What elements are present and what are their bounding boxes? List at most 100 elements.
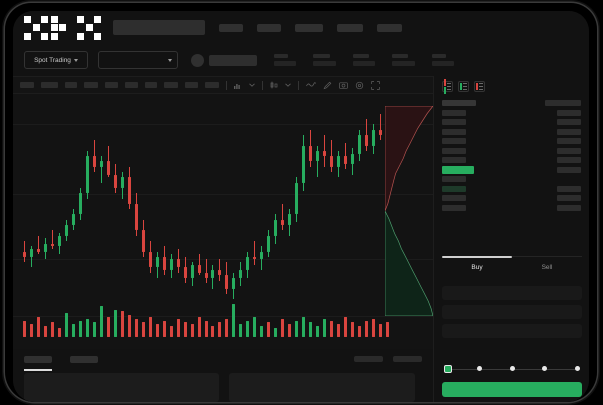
orders-tab-0[interactable] [24, 355, 52, 371]
slider-handle[interactable] [444, 364, 452, 373]
nav-item-0[interactable] [219, 23, 243, 32]
indicators-icon[interactable] [234, 82, 242, 89]
orderbook-bid-row[interactable] [442, 204, 581, 211]
orderbook-ask-row[interactable] [442, 138, 581, 144]
market-stat-value [313, 61, 336, 66]
pencil-icon[interactable] [323, 81, 332, 90]
market-stats [257, 54, 454, 66]
wave-icon[interactable] [306, 82, 316, 88]
nav-item-3[interactable] [337, 23, 363, 32]
camera-icon[interactable] [339, 81, 348, 89]
volume-bar [85, 318, 89, 337]
orderbook-ask-row[interactable] [442, 119, 581, 125]
order-field-1[interactable] [442, 305, 582, 319]
trading-mode-select[interactable]: Spot Trading [24, 51, 88, 69]
price-chart[interactable] [13, 94, 433, 349]
orders-tab-1[interactable] [70, 355, 98, 363]
orderbook-cell-left [442, 147, 466, 154]
timeframe-9[interactable] [205, 82, 219, 88]
order-field-0[interactable] [442, 286, 582, 300]
chevron-down-icon[interactable] [285, 83, 291, 87]
toolbar-divider [298, 80, 299, 90]
volume-bar [351, 322, 355, 337]
nav-item-4[interactable] [377, 23, 402, 32]
search-input[interactable] [113, 20, 205, 35]
amount-percentage-slider[interactable] [444, 364, 580, 374]
slider-node-100[interactable] [574, 366, 580, 371]
orders-subpanel-0 [24, 373, 219, 402]
volume-bar [372, 318, 376, 337]
volume-bar [309, 322, 313, 337]
timeframe-8[interactable] [185, 82, 198, 88]
orderbook-cell-right [545, 100, 581, 106]
volume-bar [176, 318, 180, 337]
market-stat-label [353, 54, 369, 59]
timeframe-2[interactable] [65, 82, 77, 88]
timeframe-5[interactable] [125, 82, 138, 88]
volume-bar [253, 316, 257, 337]
orderbook-ask-row[interactable] [442, 128, 581, 135]
fullscreen-icon[interactable] [371, 80, 380, 90]
orderbook-ask-row[interactable] [442, 109, 581, 116]
tablet-screen: Spot Trading [13, 11, 589, 402]
timeframe-3[interactable] [84, 82, 98, 88]
volume-bar [379, 324, 383, 337]
orderbook-bid-row[interactable] [442, 176, 581, 182]
orderbook-ask-row[interactable] [442, 157, 581, 163]
gear-icon[interactable] [355, 81, 364, 90]
orderbook-bids-icon[interactable] [458, 80, 469, 92]
tab-sell[interactable]: Sell [541, 263, 553, 271]
timeframe-7[interactable] [164, 82, 178, 88]
orderbook-view-modes [434, 76, 589, 96]
slider-node-25[interactable] [477, 366, 482, 371]
timeframe-6[interactable] [145, 82, 157, 88]
volume-bar [99, 305, 103, 337]
volume-bar [57, 327, 61, 337]
volume-bar [183, 322, 187, 337]
toolbar-divider [262, 80, 263, 90]
pair-avatar [191, 53, 204, 67]
market-stat-label [274, 54, 288, 59]
nav-item-2[interactable] [295, 23, 323, 32]
market-stat-label [313, 54, 330, 59]
orders-action-1[interactable] [393, 356, 422, 362]
slider-node-75[interactable] [542, 366, 547, 371]
timeframe-1[interactable] [41, 82, 58, 88]
orderbook-rows[interactable] [434, 96, 589, 211]
orderbook-mixed-icon[interactable] [442, 78, 453, 94]
orders-action-0[interactable] [354, 356, 383, 362]
volume-bar [64, 313, 68, 337]
orderbook-asks-icon[interactable] [474, 80, 485, 92]
volume-bar [106, 316, 110, 337]
chart-type-icon[interactable] [270, 81, 278, 89]
okx-logo[interactable] [24, 15, 101, 40]
submit-buy-button[interactable] [442, 382, 582, 397]
slider-node-50[interactable] [509, 366, 515, 371]
tab-buy[interactable]: Buy [471, 263, 483, 271]
market-stat-0 [274, 54, 296, 66]
timeframe-0[interactable] [20, 82, 34, 88]
orderbook-trade-panel: Buy Sell [433, 76, 589, 402]
volume-bar [148, 316, 152, 337]
volume-bar [211, 326, 215, 337]
sell-tab-indicator [512, 256, 582, 257]
volume-bar [295, 320, 299, 337]
orderbook-header-row[interactable] [442, 100, 581, 106]
toolbar-divider [226, 80, 227, 90]
volume-bar [337, 324, 341, 337]
last-price-value [209, 54, 257, 66]
orderbook-current-price-row[interactable] [442, 165, 581, 174]
timeframe-4[interactable] [105, 82, 118, 88]
orderbook-ask-row[interactable] [442, 147, 581, 154]
trading-pair-select[interactable] [98, 51, 178, 69]
orderbook-bid-row[interactable] [442, 195, 581, 201]
volume-bar [344, 316, 348, 337]
orderbook-bid-row[interactable] [442, 185, 581, 192]
nav-item-1[interactable] [257, 23, 281, 32]
orderbook-cell-right [557, 185, 581, 192]
orders-tabs [13, 349, 433, 371]
volume-bar [316, 326, 320, 337]
order-field-2[interactable] [442, 324, 582, 338]
chevron-down-icon[interactable] [249, 83, 255, 87]
chevron-down-icon [168, 58, 172, 62]
